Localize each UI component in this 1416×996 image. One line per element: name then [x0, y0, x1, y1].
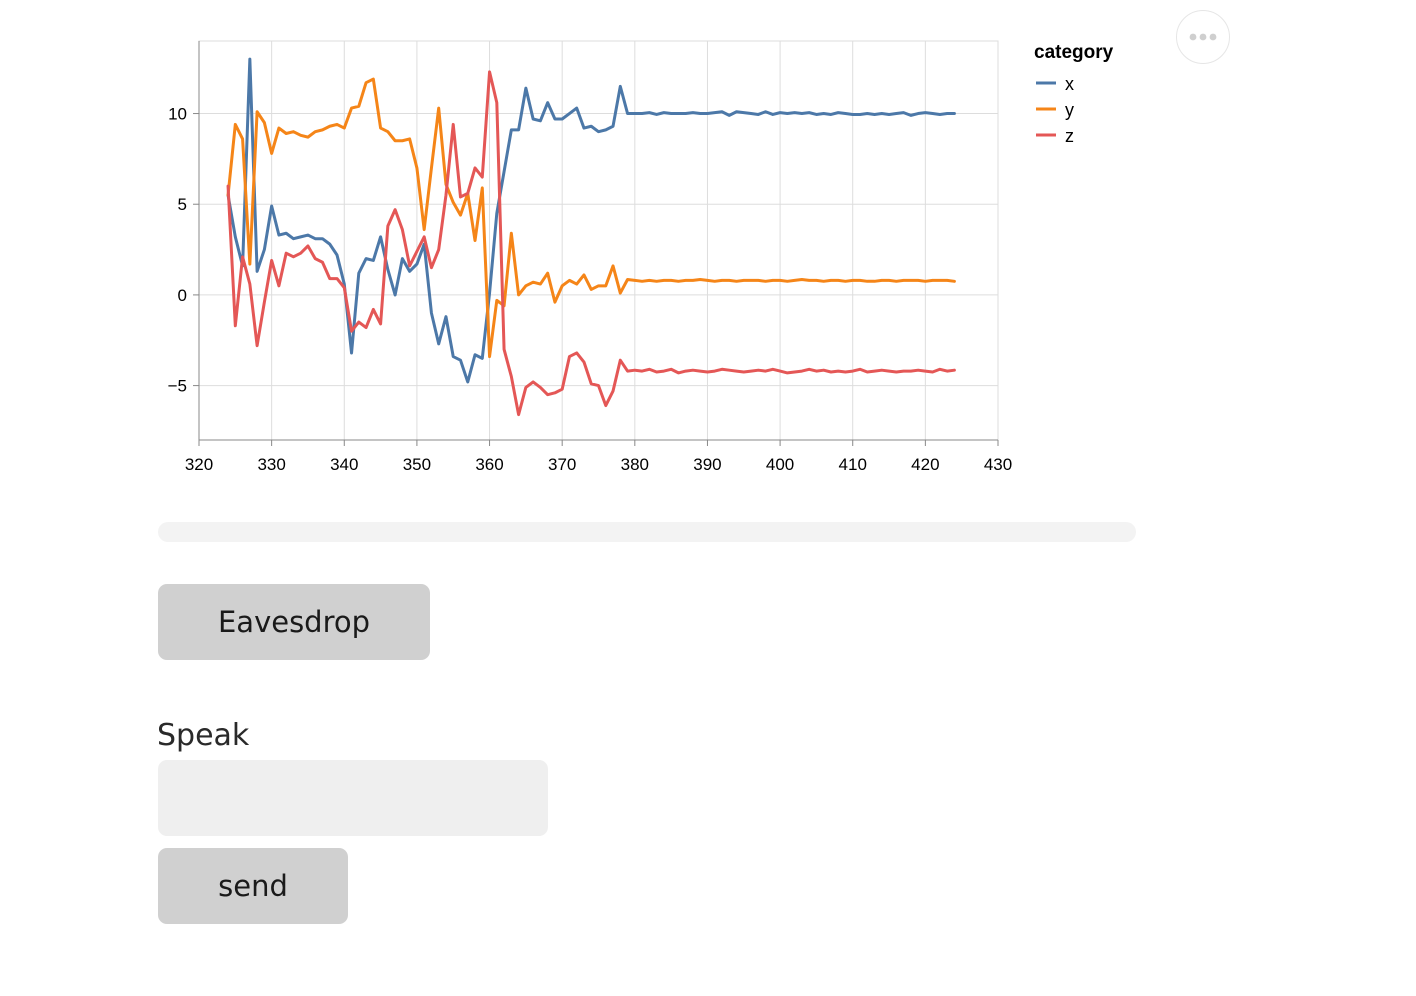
more-horizontal-icon [1189, 33, 1217, 41]
series-line-y [226, 77, 956, 359]
speak-label: Speak [157, 718, 250, 753]
progress-bar [158, 522, 1136, 542]
x-tick-label: 320 [185, 455, 213, 474]
legend-label-z: z [1065, 126, 1074, 146]
y-tick-label: −5 [168, 377, 187, 396]
x-tick-label: 330 [257, 455, 285, 474]
speak-input[interactable] [158, 760, 548, 836]
sensor-line-chart: 320 330 340 350 360 370 380 390 400 410 420 430 −5 0 5… [168, 40, 1114, 474]
more-options-button[interactable] [1176, 10, 1230, 64]
y-tick-label: 5 [178, 195, 187, 214]
series-line-x [226, 57, 956, 384]
plot-frame [198, 40, 999, 441]
chart-series [226, 57, 956, 417]
chart-grid [198, 40, 999, 441]
x-tick-label: 400 [766, 455, 794, 474]
x-tick-label: 370 [548, 455, 576, 474]
legend-label-y: y [1065, 100, 1074, 120]
x-tick-label: 420 [911, 455, 939, 474]
eavesdrop-button[interactable]: Eavesdrop [158, 584, 430, 660]
x-tick-label: 430 [984, 455, 1012, 474]
y-tick-label: 0 [178, 286, 187, 305]
legend-title: category [1034, 42, 1114, 63]
series-line-z [226, 70, 956, 417]
chart-legend: category xyz [1034, 42, 1114, 146]
send-button[interactable]: send [158, 848, 348, 924]
x-tick-label: 360 [475, 455, 503, 474]
x-tick-label: 340 [330, 455, 358, 474]
y-tick-label: 10 [168, 105, 187, 124]
chart-axes: 320 330 340 350 360 370 380 390 400 410 420 430 −5 0 5… [168, 41, 1012, 474]
x-tick-label: 390 [693, 455, 721, 474]
legend-label-x: x [1065, 74, 1074, 94]
x-tick-label: 410 [839, 455, 867, 474]
x-tick-label: 380 [621, 455, 649, 474]
x-tick-label: 350 [403, 455, 431, 474]
